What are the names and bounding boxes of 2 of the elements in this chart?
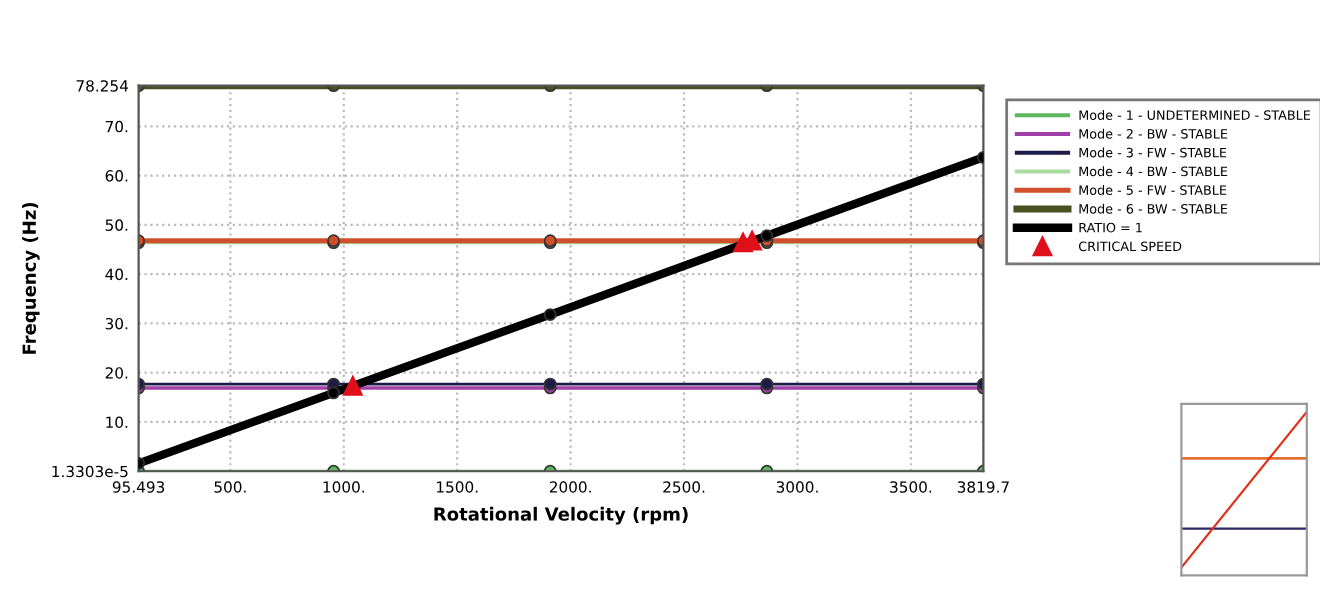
x-axis-title: Rotational Velocity (rpm) <box>434 506 688 525</box>
y-axis-title: Frequency (Hz) <box>22 202 40 354</box>
